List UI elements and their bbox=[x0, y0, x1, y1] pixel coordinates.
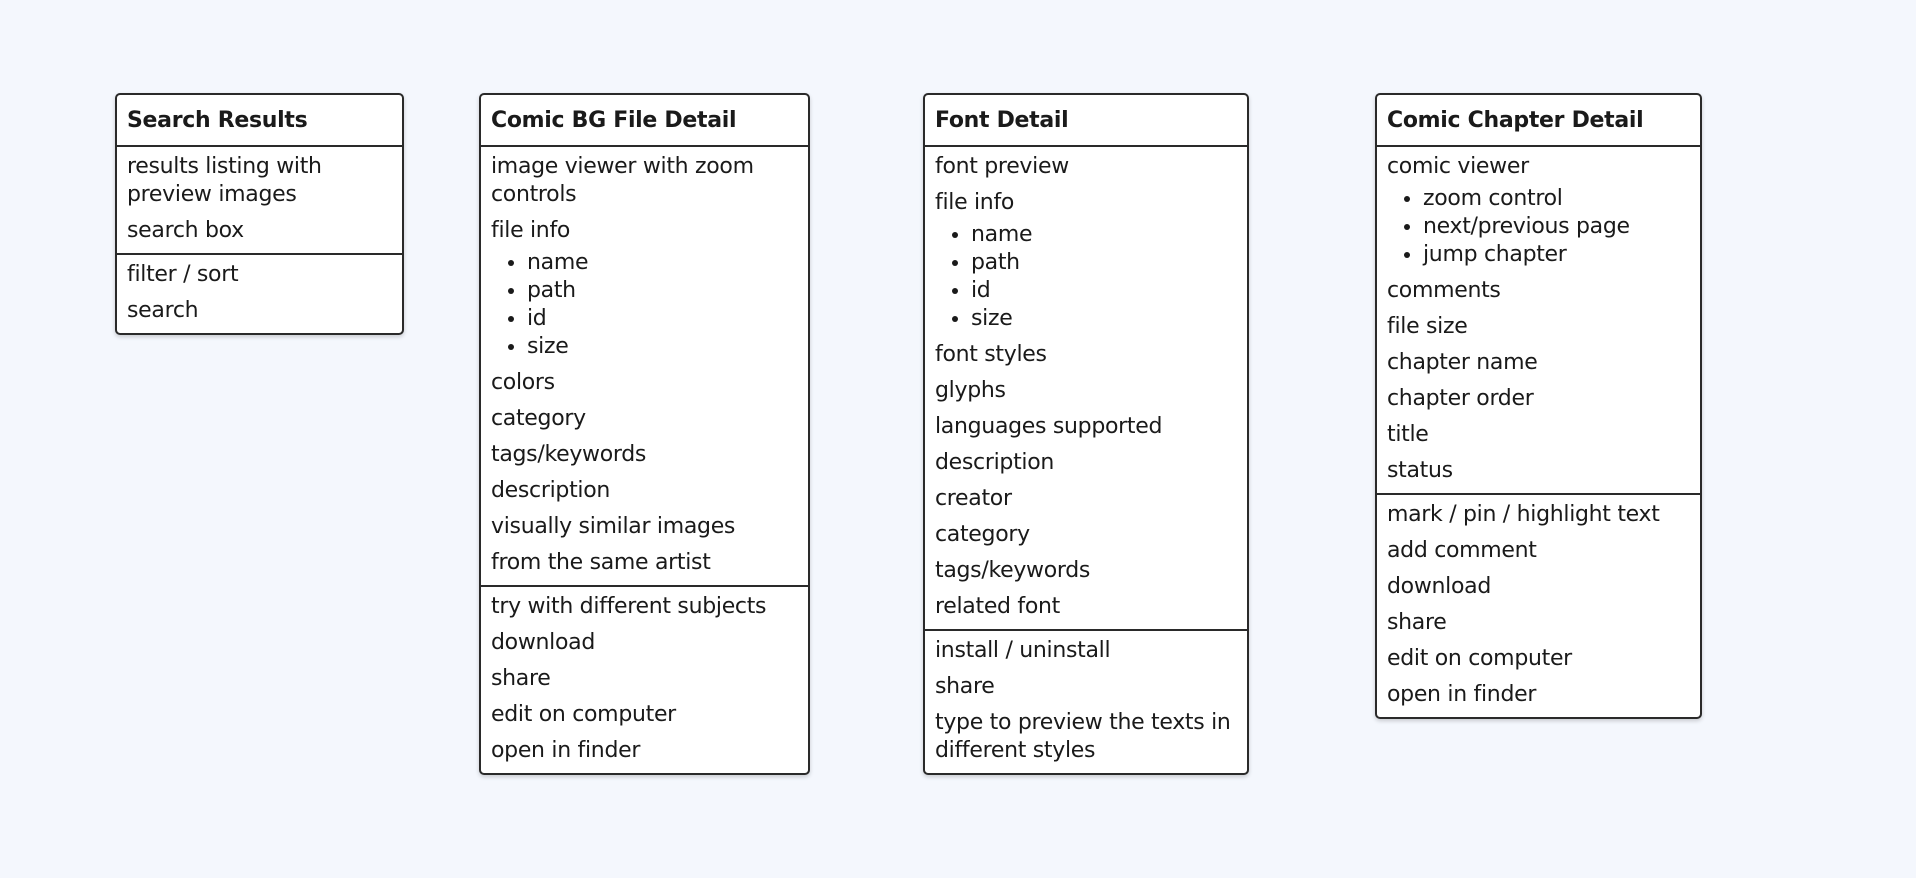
list-item: category bbox=[491, 406, 586, 431]
list-item: add comment bbox=[1387, 538, 1537, 563]
list-item: results listing with preview images bbox=[127, 154, 322, 207]
list-item: status bbox=[1387, 458, 1453, 483]
list-item: edit on computer bbox=[1387, 646, 1572, 671]
list-item: search box bbox=[127, 218, 244, 243]
bullet-item: next/previous page bbox=[1423, 213, 1690, 241]
list-item: install / uninstall bbox=[935, 638, 1111, 663]
list-item: font styles bbox=[935, 342, 1047, 367]
bullet-item: name bbox=[527, 249, 798, 277]
list-item: try with different subjects bbox=[491, 594, 767, 619]
bullet-item: jump chapter bbox=[1423, 241, 1690, 269]
card-title: Search Results bbox=[117, 95, 402, 147]
list-item: search bbox=[127, 298, 199, 323]
actions-section: try with different subjects download share… bbox=[481, 585, 808, 773]
list-item: mark / pin / highlight text bbox=[1387, 502, 1660, 527]
list-item: open in finder bbox=[491, 738, 641, 763]
list-item: open in finder bbox=[1387, 682, 1537, 707]
list-item: comments bbox=[1387, 278, 1501, 303]
actions-section: install / uninstall share type to preview … bbox=[925, 629, 1247, 773]
list-item: edit on computer bbox=[491, 702, 676, 727]
bullet-list: namepathidsize bbox=[491, 249, 798, 361]
bullet-item: id bbox=[971, 277, 1237, 305]
list-item: image viewer with zoom controls bbox=[491, 154, 754, 207]
attributes-section: results listing with preview images searc… bbox=[117, 147, 402, 253]
card-title: Font Detail bbox=[925, 95, 1247, 147]
list-item: type to preview the texts in different s… bbox=[935, 710, 1231, 763]
list-item: languages supported bbox=[935, 414, 1163, 439]
list-item: share bbox=[935, 674, 995, 699]
list-item: download bbox=[1387, 574, 1491, 599]
list-item: title bbox=[1387, 422, 1429, 447]
list-item: category bbox=[935, 522, 1030, 547]
list-item: glyphs bbox=[935, 378, 1006, 403]
actions-section: filter / sort search bbox=[117, 253, 402, 333]
list-item: from the same artist bbox=[491, 550, 711, 575]
list-item: download bbox=[491, 630, 595, 655]
actions-section: mark / pin / highlight text add comment do… bbox=[1377, 493, 1700, 717]
list-item: chapter order bbox=[1387, 386, 1534, 411]
bullet-item: path bbox=[971, 249, 1237, 277]
list-item: file size bbox=[1387, 314, 1468, 339]
list-item: tags/keywords bbox=[491, 442, 647, 467]
list-item: colors bbox=[491, 370, 555, 395]
list-item: share bbox=[491, 666, 551, 691]
list-item: description bbox=[491, 478, 611, 503]
bullet-item: name bbox=[971, 221, 1237, 249]
list-item: creator bbox=[935, 486, 1012, 511]
list-item: description bbox=[935, 450, 1055, 475]
card-title: Comic Chapter Detail bbox=[1377, 95, 1700, 147]
list-item: share bbox=[1387, 610, 1447, 635]
card-search-results: Search Results results listing with previ… bbox=[115, 93, 404, 335]
bullet-item: id bbox=[527, 305, 798, 333]
card-comic-bg-file-detail: Comic BG File Detail image viewer with zo… bbox=[479, 93, 810, 775]
card-title: Comic BG File Detail bbox=[481, 95, 808, 147]
list-item: filter / sort bbox=[127, 262, 239, 287]
card-comic-chapter-detail: Comic Chapter Detail comic viewer zoom con… bbox=[1375, 93, 1702, 719]
list-item: file info bbox=[491, 218, 571, 243]
bullet-item: size bbox=[527, 333, 798, 361]
attributes-section: comic viewer zoom controlnext/previous pa… bbox=[1377, 147, 1700, 493]
bullet-list: namepathidsize bbox=[935, 221, 1237, 333]
list-item: chapter name bbox=[1387, 350, 1538, 375]
card-font-detail: Font Detail font preview file info namepath… bbox=[923, 93, 1249, 775]
list-item: tags/keywords bbox=[935, 558, 1091, 583]
bullet-item: zoom control bbox=[1423, 185, 1690, 213]
list-item: related font bbox=[935, 594, 1060, 619]
list-item: comic viewer bbox=[1387, 154, 1529, 179]
bullet-list: zoom controlnext/previous pagejump chapt… bbox=[1387, 185, 1690, 269]
list-item: font preview bbox=[935, 154, 1069, 179]
bullet-item: size bbox=[971, 305, 1237, 333]
list-item: visually similar images bbox=[491, 514, 736, 539]
bullet-item: path bbox=[527, 277, 798, 305]
list-item: file info bbox=[935, 190, 1015, 215]
attributes-section: image viewer with zoom controls file info… bbox=[481, 147, 808, 585]
attributes-section: font preview file info namepathidsize font … bbox=[925, 147, 1247, 629]
